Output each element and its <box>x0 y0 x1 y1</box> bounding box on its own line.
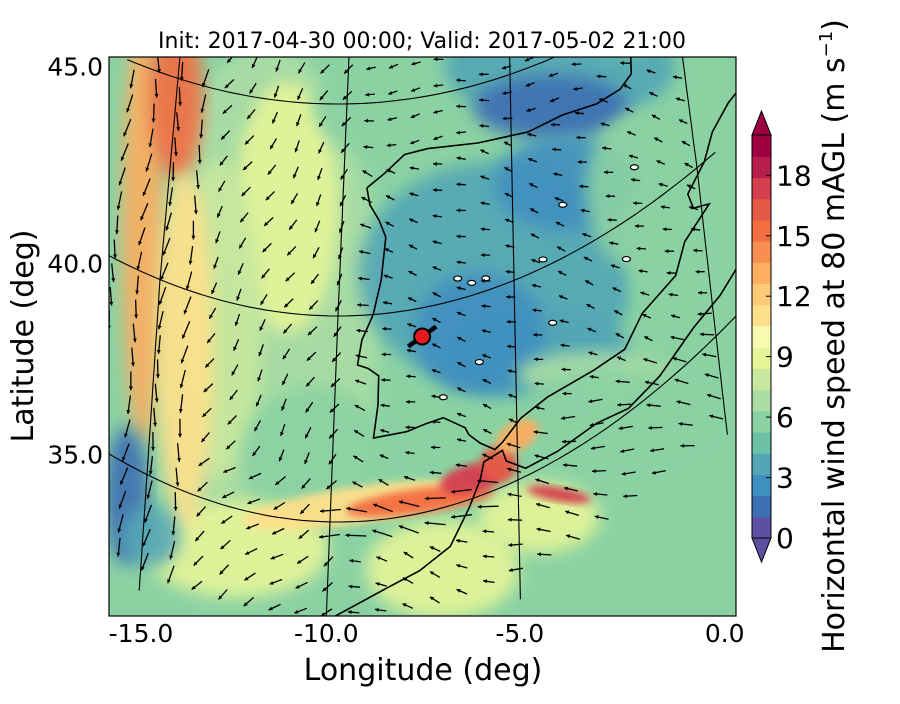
x-tick-label: 0.0 <box>705 619 745 648</box>
wind-speed-region-24 <box>366 520 519 618</box>
colorbar-segment-19 <box>752 135 771 157</box>
y-axis-ticks: 35.0 40.0 45.0 <box>47 52 103 469</box>
colorbar-tick-label: 12 <box>776 280 812 313</box>
x-tick-2: -10.0 <box>294 619 359 648</box>
x-tick-label: -5.0 <box>495 619 544 648</box>
colorbar-segment-5 <box>752 432 771 454</box>
colorbar-label-superscript: −1 <box>816 31 837 58</box>
wind-speed-region-20 <box>629 215 705 321</box>
colorbar-extend-max <box>752 111 771 135</box>
colorbar-label-main: Horizontal wind speed at 80 mAGL (m s <box>817 57 852 653</box>
colorbar-tick-label: 6 <box>776 401 794 434</box>
colorbar-tick-5: 12 <box>766 280 812 313</box>
reservoir-outline-1 <box>454 276 462 281</box>
colorbar-tick-label: 18 <box>776 159 812 192</box>
colorbar-segment-1 <box>752 517 771 539</box>
colorbar-tick-label: 3 <box>776 462 794 495</box>
colorbar-segment-13 <box>752 262 771 284</box>
colorbar-segment-17 <box>752 177 771 199</box>
colorbar-tick-label: 9 <box>776 341 794 374</box>
y-tick-label: 40.0 <box>47 250 103 279</box>
map-area <box>92 0 801 645</box>
reservoir-outline-7 <box>622 257 630 262</box>
colorbar-extend-min <box>752 538 771 562</box>
y-tick-1: 35.0 <box>47 441 103 470</box>
y-tick-3: 45.0 <box>47 52 103 81</box>
colorbar-segment-14 <box>752 241 771 263</box>
reservoir-outline-5 <box>559 202 567 207</box>
colorbar-segment-9 <box>752 347 771 369</box>
colorbar-segment-16 <box>752 199 771 221</box>
colorbar-tick-6: 15 <box>766 220 812 253</box>
colorbar-segment-18 <box>752 156 771 178</box>
colorbar-tick-label: 0 <box>776 522 794 555</box>
colorbar-tick-7: 18 <box>766 159 812 192</box>
x-tick-4: 0.0 <box>705 619 745 648</box>
colorbar-segment-12 <box>752 283 771 305</box>
colorbar: 0 3 6 9 12 15 18 <box>752 111 812 562</box>
x-tick-3: -5.0 <box>495 619 544 648</box>
reservoir-outline-9 <box>475 360 483 365</box>
colorbar-segment-8 <box>752 368 771 390</box>
x-axis-ticks: -15.0 -10.0 -5.0 0.0 <box>109 619 745 648</box>
chart-title: Init: 2017-04-30 00:00; Valid: 2017-05-0… <box>158 29 686 54</box>
colorbar-segment-2 <box>752 496 771 518</box>
site-marker <box>414 329 430 345</box>
reservoir-outline-8 <box>549 320 557 325</box>
y-axis-label: Latitude (deg) <box>6 230 41 443</box>
colorbar-label-close: ) <box>817 19 852 31</box>
colorbar-segment-10 <box>752 326 771 348</box>
x-tick-label: -15.0 <box>109 619 174 648</box>
reservoir-outline-2 <box>468 280 476 285</box>
colorbar-label: Horizontal wind speed at 80 mAGL (m s−1) <box>816 19 852 653</box>
reservoir-outline-6 <box>630 165 638 170</box>
colorbar-segment-6 <box>752 411 771 433</box>
x-tick-label: -10.0 <box>294 619 359 648</box>
colorbar-segment-7 <box>752 390 771 412</box>
y-tick-label: 45.0 <box>47 52 103 81</box>
y-tick-label: 35.0 <box>47 441 103 470</box>
reservoir-outline-4 <box>539 257 547 262</box>
x-tick-1: -15.0 <box>109 619 174 648</box>
colorbar-segment-15 <box>752 220 771 242</box>
x-axis-label: Longitude (deg) <box>304 653 543 688</box>
y-tick-2: 40.0 <box>47 250 103 279</box>
colorbar-segment-11 <box>752 305 771 327</box>
colorbar-tick-label: 15 <box>776 220 812 253</box>
colorbar-segment-4 <box>752 453 771 475</box>
